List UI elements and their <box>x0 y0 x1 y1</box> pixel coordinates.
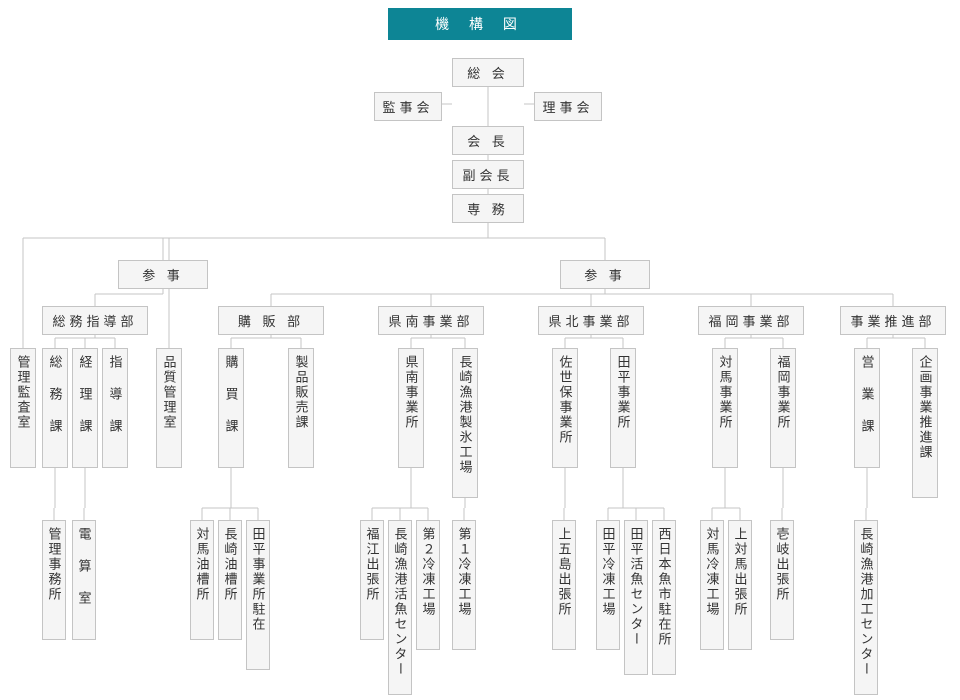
mid-12: 福岡事業所 <box>770 348 796 468</box>
mid-2: 経 理 課 <box>72 348 98 468</box>
leaf-13: 対馬冷凍工場 <box>700 520 724 650</box>
division-soumu: 総務指導部 <box>42 306 148 335</box>
division-fukuoka: 福岡事業部 <box>698 306 804 335</box>
leaf-9: 上五島出張所 <box>552 520 576 650</box>
mid-11: 対馬事業所 <box>712 348 738 468</box>
chart-title: 機 構 図 <box>388 8 572 40</box>
mid-8: 長崎漁港製氷工場 <box>452 348 478 498</box>
leaf-7: 第２冷凍工場 <box>416 520 440 650</box>
leaf-11: 田平活魚センター <box>624 520 648 675</box>
division-kenhoku: 県北事業部 <box>538 306 644 335</box>
leaf-14: 上対馬出張所 <box>728 520 752 650</box>
node-sanji-left: 参 事 <box>118 260 208 289</box>
leaf-4: 田平事業所駐在 <box>246 520 270 670</box>
leaf-1: 電 算 室 <box>72 520 96 640</box>
mid-3: 指 導 課 <box>102 348 128 468</box>
leaf-2: 対馬油槽所 <box>190 520 214 640</box>
mid-10: 田平事業所 <box>610 348 636 468</box>
node-kanjikai: 監事会 <box>374 92 442 121</box>
division-kouhan: 購 販 部 <box>218 306 324 335</box>
mid-4: 品質管理室 <box>156 348 182 468</box>
node-senmu: 専 務 <box>452 194 524 223</box>
mid-6: 製品販売課 <box>288 348 314 468</box>
leaf-6: 長崎漁港活魚センター <box>388 520 412 695</box>
leaf-16: 長崎漁港加工センター <box>854 520 878 695</box>
node-fukukaicho: 副会長 <box>452 160 524 189</box>
mid-5: 購 買 課 <box>218 348 244 468</box>
leaf-15: 壱岐出張所 <box>770 520 794 640</box>
leaf-12: 西日本魚市駐在所 <box>652 520 676 675</box>
node-kaicho: 会 長 <box>452 126 524 155</box>
mid-13: 営 業 課 <box>854 348 880 468</box>
mid-9: 佐世保事業所 <box>552 348 578 468</box>
leaf-0: 管理事務所 <box>42 520 66 640</box>
node-soukai: 総 会 <box>452 58 524 87</box>
mid-7: 県南事業所 <box>398 348 424 468</box>
mid-0: 管理監査室 <box>10 348 36 468</box>
node-rijikai: 理事会 <box>534 92 602 121</box>
division-kennan: 県南事業部 <box>378 306 484 335</box>
mid-1: 総 務 課 <box>42 348 68 468</box>
leaf-3: 長崎油槽所 <box>218 520 242 640</box>
node-sanji-right: 参 事 <box>560 260 650 289</box>
division-suishin: 事業推進部 <box>840 306 946 335</box>
leaf-5: 福江出張所 <box>360 520 384 640</box>
leaf-8: 第１冷凍工場 <box>452 520 476 650</box>
leaf-10: 田平冷凍工場 <box>596 520 620 650</box>
mid-14: 企画事業推進課 <box>912 348 938 498</box>
